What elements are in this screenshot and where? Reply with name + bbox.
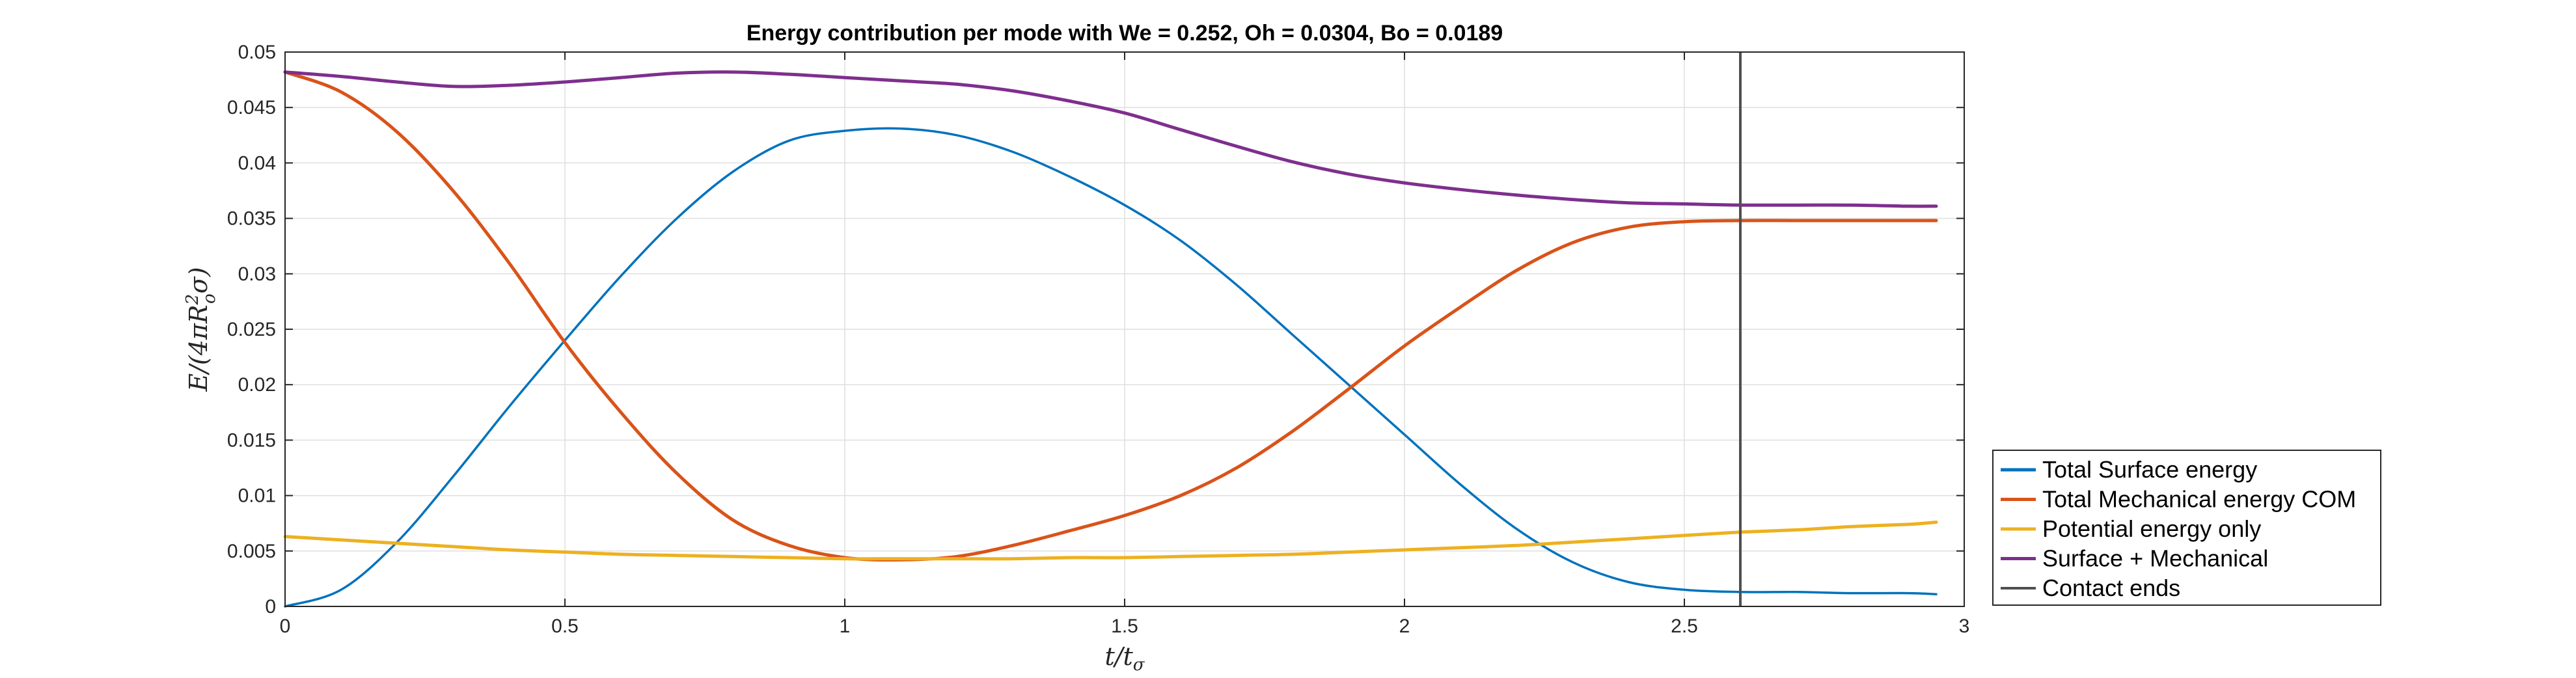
x-tick-label: 3 [1959, 616, 1970, 637]
y-tick-label: 0.025 [227, 319, 276, 340]
y-tick-label: 0.005 [227, 541, 276, 562]
legend-label: Surface + Mechanical [2042, 545, 2268, 572]
y-tick-label: 0.045 [227, 97, 276, 118]
x-tick-label: 1 [840, 616, 851, 637]
axis-ticks [284, 51, 1965, 607]
y-tick-label: 0.035 [227, 208, 276, 230]
legend-item-total-mechanical-energy: Total Mechanical energy COM [2001, 486, 2356, 513]
legend-box [1992, 450, 2381, 606]
series-lines [283, 70, 1938, 608]
series-total-mechanical-energy [283, 70, 1938, 562]
series-total-surface-energy [284, 127, 1938, 608]
series-potential-energy [283, 521, 1938, 561]
legend-label: Total Mechanical energy COM [2042, 486, 2356, 513]
legend-label: Total Surface energy [2042, 456, 2257, 483]
legend-item-surface-plus-mechanical: Surface + Mechanical [2001, 545, 2268, 572]
y-tick-label: 0.05 [238, 42, 276, 63]
y-tick-label: 0.04 [238, 152, 276, 174]
legend-label: Potential energy only [2042, 515, 2261, 542]
chart-title: Energy contribution per mode with We = 0… [747, 21, 1503, 46]
legend-item-contact-ends: Contact ends [2001, 575, 2180, 601]
x-tick-label: 1.5 [1111, 616, 1138, 637]
y-tick-label: 0.02 [238, 374, 276, 396]
tick-labels: 0 0.5 1 1.5 2 2.5 3 0 0.005 0.01 0.015 0.02 0.025 0.0… [227, 42, 1969, 637]
x-tick-label: 0.5 [551, 616, 579, 637]
legend-item-total-surface-energy: Total Surface energy [2001, 456, 2257, 483]
x-tick-label: 2.5 [1671, 616, 1698, 637]
y-tick-label: 0 [265, 596, 276, 617]
series-surface-plus-mechanical [283, 70, 1938, 208]
x-tick-label: 2 [1399, 616, 1410, 637]
legend-label: Contact ends [2042, 575, 2180, 601]
y-tick-label: 0.03 [238, 264, 276, 285]
y-tick-label: 0.015 [227, 429, 276, 451]
legend-item-potential-energy: Potential energy only [2001, 515, 2261, 542]
legend: Total Surface energy Total Mechanical ene… [1992, 450, 2381, 606]
y-tick-label: 0.01 [238, 485, 276, 507]
x-tick-label: 0 [280, 616, 291, 637]
